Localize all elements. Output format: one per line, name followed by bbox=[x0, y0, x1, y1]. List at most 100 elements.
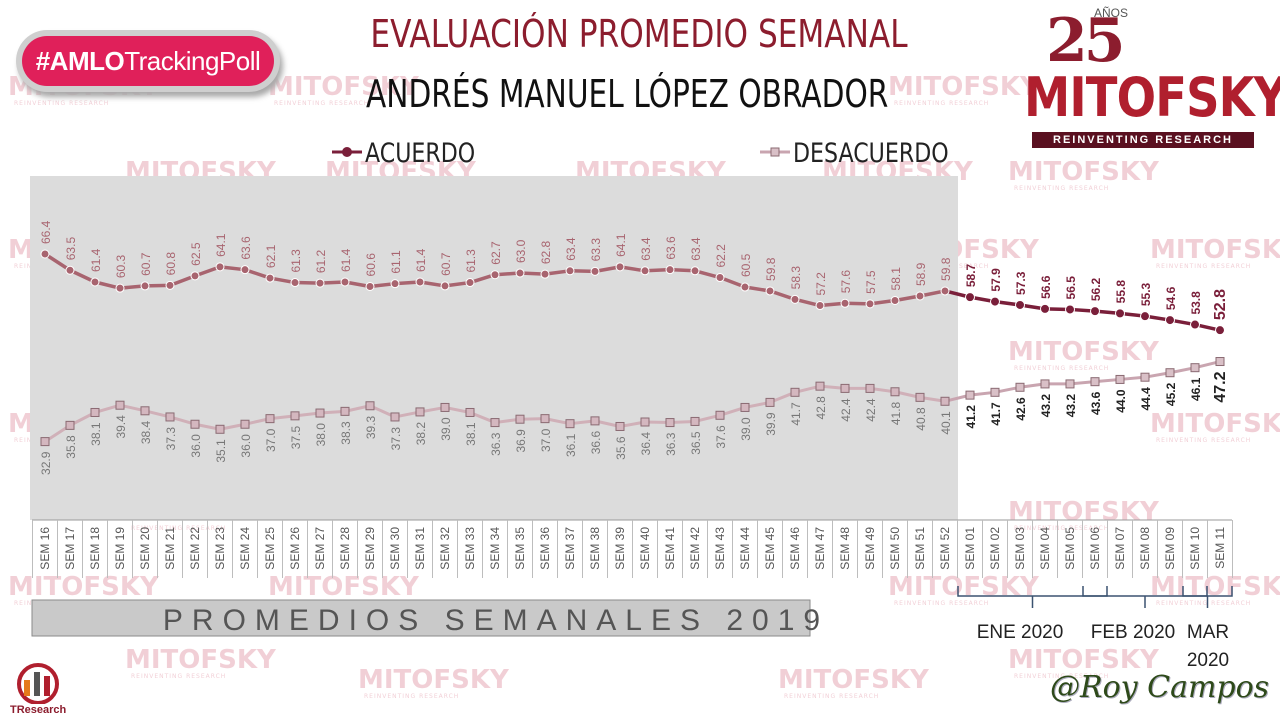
acuerdo-data-label: 58.7 bbox=[964, 263, 978, 287]
desacuerdo-point bbox=[565, 419, 575, 429]
x-tick-label: SEM 44 bbox=[738, 527, 752, 570]
acuerdo-point bbox=[165, 280, 175, 290]
x-tick-label: SEM 52 bbox=[938, 527, 952, 570]
x-tick-label: SEM 33 bbox=[463, 527, 477, 570]
acuerdo-point bbox=[915, 291, 925, 301]
desacuerdo-data-label: 35.1 bbox=[214, 439, 228, 463]
desacuerdo-point bbox=[740, 402, 750, 412]
acuerdo-data-label: 57.2 bbox=[814, 272, 828, 296]
x-tick-label: SEM 37 bbox=[563, 527, 577, 570]
desacuerdo-point bbox=[765, 397, 775, 407]
acuerdo-point bbox=[1015, 299, 1025, 310]
acuerdo-data-label: 56.2 bbox=[1089, 277, 1103, 301]
series-lines: 66.4 32.9 63.5 35.8 61.4 38.1 60.3 39.4 60.7 38.4… bbox=[39, 220, 1229, 475]
desacuerdo-point bbox=[915, 392, 925, 402]
acuerdo-point bbox=[740, 282, 750, 292]
watermark-word: MITOFSKY bbox=[778, 665, 930, 695]
acuerdo-point bbox=[490, 270, 500, 280]
x-tick-label: SEM 35 bbox=[513, 527, 527, 570]
acuerdo-data-label: 63.0 bbox=[514, 239, 528, 263]
desacuerdo-point bbox=[90, 407, 100, 417]
desacuerdo-data-label: 37.0 bbox=[264, 428, 278, 452]
acuerdo-data-label: 62.7 bbox=[489, 241, 503, 265]
desacuerdo-data-label: 36.3 bbox=[489, 432, 503, 456]
desacuerdo-point bbox=[1065, 379, 1075, 389]
acuerdo-point bbox=[565, 266, 575, 276]
x-tick-label: SEM 06 bbox=[1088, 527, 1102, 570]
acuerdo-data-label: 63.3 bbox=[589, 238, 603, 262]
desacuerdo-data-label: 37.6 bbox=[714, 425, 728, 449]
acuerdo-point bbox=[715, 273, 725, 283]
x-tick-label: SEM 46 bbox=[788, 527, 802, 570]
badge-hash-bold: #AMLO bbox=[35, 46, 125, 76]
watermark-word: MITOFSKY bbox=[358, 665, 510, 695]
x-tick-label: SEM 07 bbox=[1113, 527, 1127, 570]
watermark-tagline: REINVENTING RESEARCH bbox=[1014, 525, 1109, 532]
desacuerdo-point bbox=[790, 387, 800, 397]
x-tick-label: SEM 26 bbox=[288, 527, 302, 570]
desacuerdo-data-label: 41.7 bbox=[989, 402, 1003, 426]
month-bracket bbox=[1182, 586, 1233, 608]
month-label-ene: ENE 2020 bbox=[977, 622, 1064, 643]
x-tick-label: SEM 50 bbox=[888, 527, 902, 570]
chart-subtitle: ANDRÉS MANUEL LÓPEZ OBRADOR bbox=[366, 72, 889, 116]
desacuerdo-point bbox=[115, 400, 125, 410]
desacuerdo-point bbox=[365, 401, 375, 411]
desacuerdo-data-label: 37.3 bbox=[164, 427, 178, 451]
acuerdo-point bbox=[1090, 306, 1100, 317]
desacuerdo-point bbox=[1215, 357, 1225, 367]
x-tick-label: SEM 08 bbox=[1138, 527, 1152, 570]
x-tick-label: SEM 32 bbox=[438, 527, 452, 570]
watermark-word: MITOFSKY bbox=[888, 72, 1040, 102]
desacuerdo-point bbox=[665, 418, 675, 428]
x-tick-label: SEM 31 bbox=[413, 527, 427, 570]
signature: @Roy Campos bbox=[1050, 670, 1270, 705]
desacuerdo-point bbox=[490, 418, 500, 428]
acuerdo-data-label: 60.6 bbox=[364, 253, 378, 277]
x-tick-label: SEM 51 bbox=[913, 527, 927, 570]
desacuerdo-point bbox=[215, 424, 225, 434]
month-brackets: ENE 2020 FEB 2020 MAR 2020 bbox=[957, 586, 1233, 671]
desacuerdo-data-label: 38.1 bbox=[464, 422, 478, 446]
watermark-tagline: REINVENTING RESEARCH bbox=[1156, 437, 1251, 444]
desacuerdo-point bbox=[415, 407, 425, 417]
acuerdo-point bbox=[990, 296, 1000, 307]
watermark-tagline: REINVENTING RESEARCH bbox=[784, 693, 879, 700]
acuerdo-data-label: 62.1 bbox=[264, 244, 278, 268]
band-2019: PROMEDIOS SEMANALES 2019 bbox=[31, 599, 820, 637]
x-tick-label: SEM 20 bbox=[138, 527, 152, 570]
acuerdo-point bbox=[1190, 319, 1200, 330]
desacuerdo-point bbox=[1040, 379, 1050, 389]
acuerdo-data-label: 61.2 bbox=[314, 249, 328, 273]
desacuerdo-data-label: 40.8 bbox=[914, 407, 928, 431]
desacuerdo-point bbox=[715, 410, 725, 420]
acuerdo-data-label: 60.7 bbox=[139, 252, 153, 276]
acuerdo-data-label: 55.3 bbox=[1139, 282, 1153, 306]
logo-25-number: 25 bbox=[1046, 6, 1125, 76]
acuerdo-point bbox=[290, 278, 300, 288]
desacuerdo-point bbox=[440, 402, 450, 412]
x-tick-label: SEM 28 bbox=[338, 527, 352, 570]
desacuerdo-data-label: 35.8 bbox=[64, 435, 78, 459]
x-tick-label: SEM 02 bbox=[988, 527, 1002, 570]
desacuerdo-point bbox=[640, 417, 650, 427]
x-tick-label: SEM 05 bbox=[1063, 527, 1077, 570]
desacuerdo-data-label: 36.0 bbox=[239, 434, 253, 458]
acuerdo-data-label: 61.1 bbox=[389, 250, 403, 274]
x-tick-label: SEM 22 bbox=[188, 527, 202, 570]
acuerdo-point bbox=[890, 295, 900, 305]
x-tick-label: SEM 38 bbox=[588, 527, 602, 570]
acuerdo-data-label: 61.4 bbox=[339, 248, 353, 272]
desacuerdo-point bbox=[540, 414, 550, 424]
acuerdo-point bbox=[1140, 311, 1150, 322]
mitofsky-logo: 25 AÑOS MITOFSKY REINVENTING RESEARCH bbox=[1024, 6, 1280, 152]
desacuerdo-data-label: 44.0 bbox=[1114, 389, 1128, 413]
acuerdo-data-label: 62.8 bbox=[539, 240, 553, 264]
acuerdo-point bbox=[340, 277, 350, 287]
x-tick-label: SEM 27 bbox=[313, 527, 327, 570]
acuerdo-data-label: 63.4 bbox=[564, 237, 578, 261]
desacuerdo-data-label: 43.6 bbox=[1089, 391, 1103, 415]
desacuerdo-point bbox=[1140, 372, 1150, 382]
x-tick-label: SEM 30 bbox=[388, 527, 402, 570]
acuerdo-point bbox=[840, 298, 850, 308]
